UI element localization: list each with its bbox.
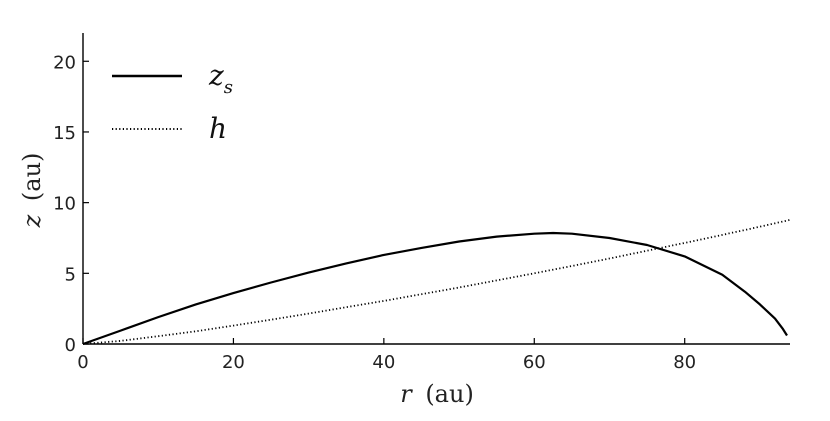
legend-label-h-name: h [209,112,227,145]
x-tick-label: 60 [523,352,546,373]
x-axis-label: r (au) [400,380,474,408]
y-tick-label: 20 [53,52,76,73]
legend-label-zs-subscript: s [224,77,233,98]
x-tick-label: 0 [77,352,88,373]
x-axis-label-var: r [400,380,413,408]
legend: zs h [112,59,233,145]
series-line-h [82,219,791,345]
x-axis-label-unit: (au) [425,380,474,408]
legend-label-h: h [209,112,227,145]
series-layer [82,219,791,346]
legend-label-zs-name: z [208,59,224,92]
legend-label-zs: zs [208,59,233,98]
y-ticks: 0 5 10 15 20 [53,52,89,356]
y-axis-label-unit: (au) [18,153,46,202]
y-axis-label-var: z [18,214,46,228]
y-tick-label: 15 [53,123,76,144]
y-tick-label: 5 [65,264,76,285]
y-tick-label: 10 [53,194,76,215]
x-tick-label: 80 [673,352,696,373]
x-tick-label: 40 [372,352,395,373]
y-tick-label: 0 [65,335,76,356]
plot-area: 0 20 40 60 80 0 5 10 15 20 [53,33,791,373]
x-tick-label: 20 [222,352,245,373]
y-axis-label: z (au) [18,153,46,229]
series-line-zs [82,231,788,346]
x-ticks: 0 20 40 60 80 [77,338,696,373]
